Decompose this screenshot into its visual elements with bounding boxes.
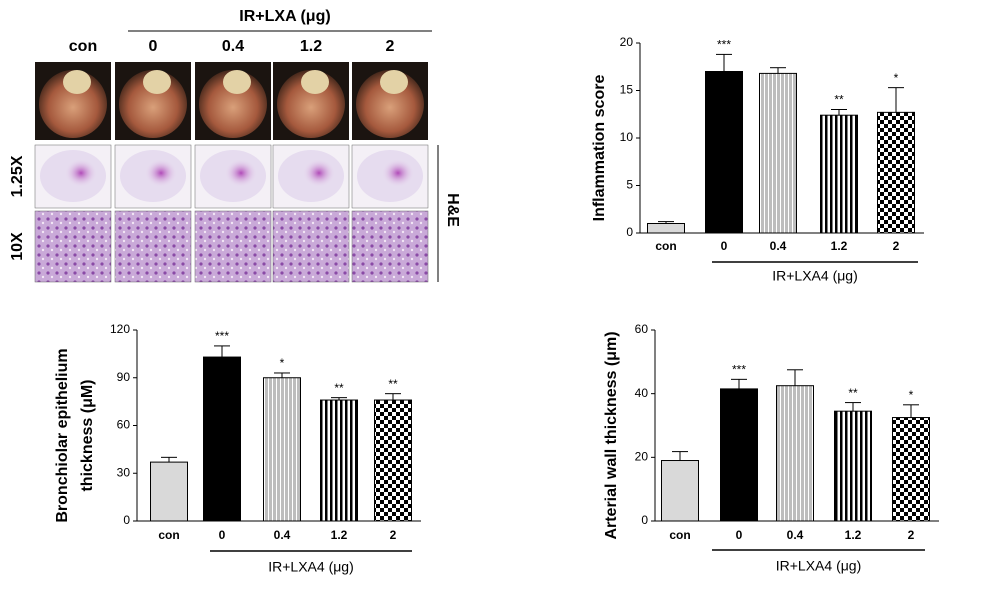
y-tick-label: 40 (635, 386, 649, 400)
x-tick-label: 1.2 (831, 239, 848, 253)
bar (776, 385, 814, 522)
group-label: IR+LXA4 (μg) (268, 559, 354, 575)
y-tick-label: 60 (635, 322, 649, 336)
y-tick-label: 10 (620, 130, 634, 144)
lung-photo (356, 70, 424, 138)
lung-hilum (223, 70, 251, 94)
lesion (65, 159, 97, 187)
x-tick-label: 0.4 (787, 528, 804, 542)
high-mag-photo (114, 210, 192, 283)
bar (720, 388, 758, 522)
bar (374, 399, 412, 522)
significance: ** (848, 386, 858, 400)
x-tick-label: con (158, 528, 179, 542)
lung-photo (199, 70, 267, 138)
column-label: 0.4 (222, 38, 244, 55)
y-tick-label: 90 (117, 370, 131, 384)
x-tick-label: 1.2 (845, 528, 862, 542)
lung-hilum (301, 70, 329, 94)
bar (263, 377, 301, 522)
lung-photo (39, 70, 107, 138)
bar (647, 223, 685, 234)
high-mag-photo (194, 210, 272, 283)
bar (759, 72, 797, 234)
significance: *** (732, 363, 746, 377)
high-mag-photo (272, 210, 350, 283)
x-tick-label: 0.4 (274, 528, 291, 542)
y-axis-label: Bronchiolar epithelium (54, 348, 71, 522)
y-tick-label: 5 (626, 178, 633, 192)
y-tick-label: 30 (117, 465, 131, 479)
x-tick-label: con (669, 528, 690, 542)
column-label: 0 (149, 38, 158, 55)
lesion (303, 159, 335, 187)
x-tick-label: 0 (736, 528, 743, 542)
bar (892, 417, 930, 522)
group-label: IR+LXA4 (μg) (772, 268, 858, 284)
significance: ** (834, 93, 844, 107)
x-tick-label: 0.4 (770, 239, 787, 253)
column-label: 2 (386, 38, 395, 55)
bar (203, 356, 241, 522)
row-label: 10X (9, 232, 26, 261)
significance: * (894, 71, 899, 85)
bar (320, 399, 358, 522)
lesion (382, 159, 414, 187)
significance: * (280, 356, 285, 370)
bar (705, 71, 743, 234)
significance: ** (388, 377, 398, 391)
lung-hilum (380, 70, 408, 94)
y-tick-label: 15 (620, 83, 634, 97)
x-tick-label: con (655, 239, 676, 253)
y-tick-label: 120 (110, 322, 130, 336)
x-tick-label: 0 (721, 239, 728, 253)
lung-photo (119, 70, 187, 138)
high-mag-photo (351, 210, 429, 283)
panel-header: IR+LXA (μg) (239, 8, 330, 25)
significance: ** (334, 381, 344, 395)
significance: *** (717, 38, 731, 52)
bar (877, 111, 915, 234)
lung-hilum (63, 70, 91, 94)
group-label: IR+LXA4 (μg) (776, 558, 862, 574)
x-tick-label: 2 (893, 239, 900, 253)
bar (834, 410, 872, 522)
x-tick-label: 1.2 (331, 528, 348, 542)
stain-label: H&E (444, 193, 461, 227)
y-tick-label: 60 (117, 418, 131, 432)
high-mag-photo (34, 210, 112, 283)
image-panel: IR+LXA (μg) con 0 0.4 1.2 2 1.25X 10X H&E (9, 8, 461, 283)
lung-hilum (143, 70, 171, 94)
y-axis-label: Arterial wall thickness (μm) (603, 331, 620, 539)
row-label: 1.25X (9, 155, 26, 197)
y-tick-label: 0 (626, 225, 633, 239)
bar (820, 114, 858, 234)
bar (150, 461, 188, 522)
y-axis-label: Inflammation score (591, 75, 608, 222)
x-tick-label: 2 (390, 528, 397, 542)
column-label: 1.2 (300, 38, 322, 55)
y-tick-label: 0 (123, 513, 130, 527)
x-tick-label: 0 (219, 528, 226, 542)
lung-photo (277, 70, 345, 138)
bar (661, 460, 699, 522)
x-tick-label: 2 (908, 528, 915, 542)
y-tick-label: 20 (635, 450, 649, 464)
lesion (145, 159, 177, 187)
column-label: con (69, 38, 97, 55)
lesion (225, 159, 257, 187)
y-axis-label: thickness (μM) (79, 379, 96, 491)
y-tick-label: 0 (641, 513, 648, 527)
y-tick-label: 20 (620, 35, 634, 49)
significance: * (909, 388, 914, 402)
significance: *** (215, 329, 229, 343)
